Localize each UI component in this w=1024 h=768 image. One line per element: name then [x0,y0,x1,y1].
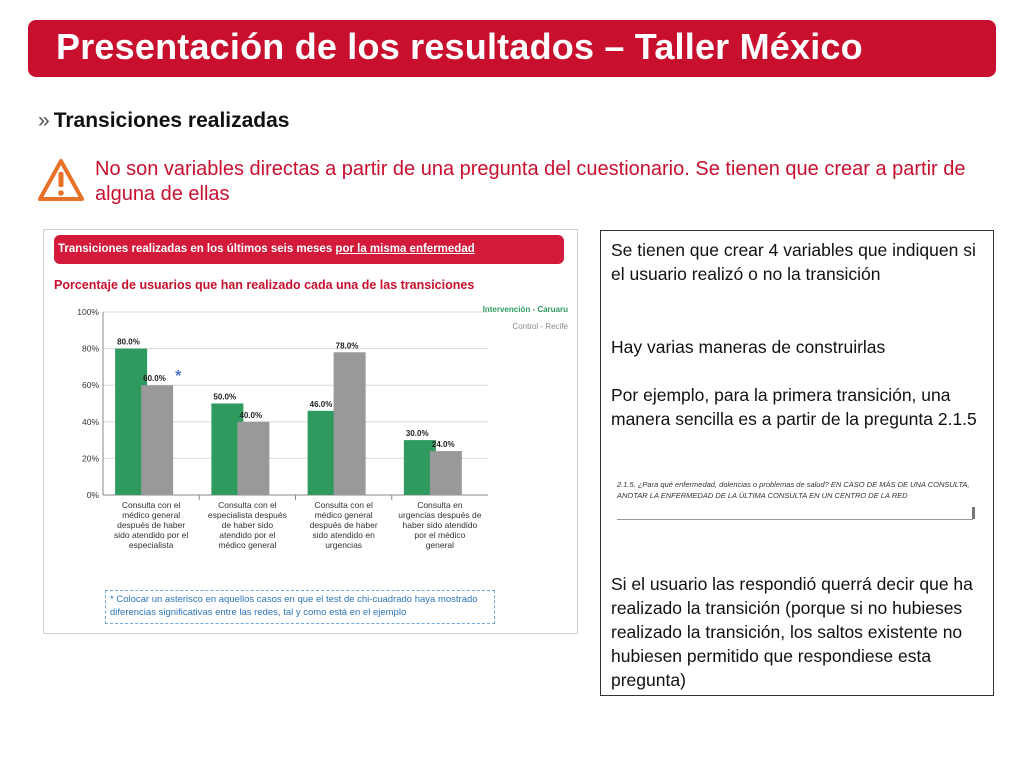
question-snippet: 2.1.5. ¿Para qué enfermedad, dolencias o… [617,479,975,523]
chart-header-underlined: por la misma enfermedad [335,243,475,255]
warning-text: No son variables directas a partir de un… [95,158,966,205]
section-heading: » Transiciones realizadas [38,109,289,133]
explanation-paragraph-4: Si el usuario las respondió querrá decir… [611,574,973,690]
explanation-paragraph-2: Hay varias maneras de construirlas [611,337,886,357]
category-label: Consulta con el especialista después de ha… [208,500,287,550]
bullet-chevron: » [38,109,50,132]
chart-footnote: * Colocar un asterisco en aquellos casos… [105,590,495,624]
question-snippet-text: 2.1.5. ¿Para qué enfermedad, dolencias o… [617,480,970,500]
bar [429,451,462,495]
bar-value-label: 40.0% [239,411,262,420]
category-label: Consulta con el médico general después de … [310,500,378,550]
bar-value-label: 46.0% [310,400,333,409]
bar-chart: 0% 20% 40% 60% 80% 100% 80.0% 60.0% Consulta con… [77,305,568,550]
bar-value-label: 80.0% [117,338,140,347]
chart-panel: Transiciones realizadas en los últimos s… [43,229,578,634]
y-tick-label: 100% [77,307,99,317]
legend-series-1: Intervención - Caruaru [483,305,568,314]
title-banner: Presentación de los resultados – Taller … [28,20,996,77]
page-title: Presentación de los resultados – Taller … [56,26,863,67]
bar-value-label: 50.0% [213,393,236,402]
explanation-paragraph-1: Se tienen que crear 4 variables que indi… [611,240,976,284]
bar [141,385,174,495]
bar [333,352,366,495]
explanation-panel: Se tienen que crear 4 variables que indi… [600,230,994,696]
bar-value-label: 30.0% [406,429,429,438]
significance-asterisk: * [175,368,182,385]
legend-series-2: Control - Recife [512,322,568,331]
category-label: Consulta en urgencias después de haber sid… [398,500,481,550]
y-tick-label: 40% [82,417,99,427]
chart-subtitle: Porcentaje de usuarios que han realizado… [54,278,475,292]
y-tick-label: 0% [87,490,100,500]
bar [237,421,270,495]
y-tick-label: 80% [82,344,99,354]
bar-value-label: 78.0% [336,341,359,350]
section-heading-text: Transiciones realizadas [53,109,290,132]
y-tick-label: 60% [82,380,99,390]
question-edge-mark [972,507,975,519]
chart-header: Transiciones realizadas en los últimos s… [54,235,564,264]
chart-header-text: Transiciones realizadas en los últimos s… [58,243,336,255]
y-tick-label: 20% [82,453,99,463]
bar-value-label: 24.0% [432,440,455,449]
question-answer-line [617,519,973,520]
explanation-paragraph-3: Por ejemplo, para la primera transición,… [611,385,977,429]
category-label: Consulta con el médico general después de … [114,500,188,550]
bar-value-label: 60.0% [143,374,166,383]
warning-triangle-icon [38,159,84,201]
